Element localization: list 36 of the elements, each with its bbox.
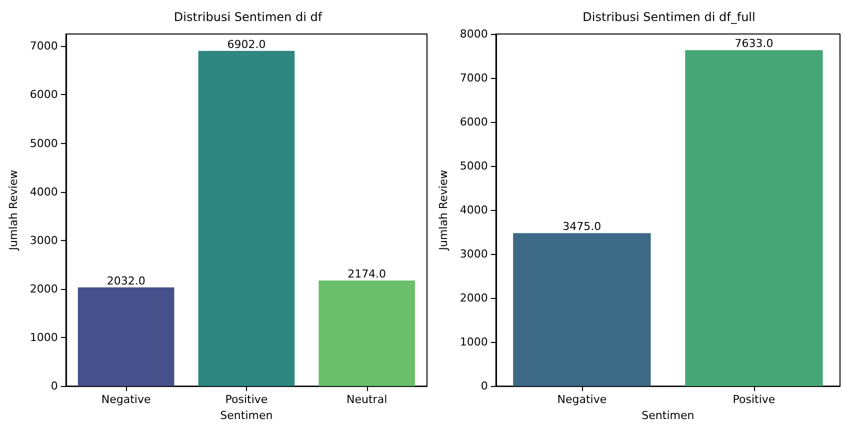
y-tick-label: 0	[50, 380, 58, 393]
y-tick-label: 0	[480, 380, 488, 393]
x-tick-label: Negative	[557, 393, 607, 406]
y-axis-title: Jumlah Review	[7, 170, 20, 252]
y-tick-label: 3000	[30, 234, 58, 247]
x-axis-title: Sentimen	[642, 409, 694, 422]
y-tick-label: 7000	[460, 72, 488, 85]
bar	[318, 280, 415, 386]
y-tick-label: 4000	[30, 185, 58, 198]
data-label: 7633.0	[734, 37, 774, 50]
y-axis-title: Jumlah Review	[437, 170, 450, 252]
x-axis-title: Sentimen	[220, 409, 273, 422]
chart-title: Distribusi Sentimen di df	[174, 10, 323, 24]
y-tick-label: 6000	[30, 88, 58, 102]
chart-title: Distribusi Sentimen di df_full	[582, 10, 756, 24]
y-tick-label: 3000	[460, 248, 488, 261]
data-label: 6902.0	[227, 38, 266, 51]
y-tick-label: 7000	[30, 40, 58, 53]
bar	[78, 287, 174, 386]
y-tick-label: 1000	[30, 331, 58, 344]
x-tick-label: Negative	[101, 393, 151, 406]
x-tick-label: Neutral	[346, 393, 388, 406]
y-tick-label: 8000	[460, 28, 488, 40]
y-tick-label: 2000	[460, 292, 488, 305]
y-tick-label: 5000	[30, 136, 58, 150]
y-tick-label: 5000	[460, 160, 488, 173]
bar	[198, 50, 295, 386]
data-label: 2032.0	[106, 274, 146, 288]
data-label: 3475.0	[562, 220, 602, 234]
y-tick-label: 4000	[460, 204, 488, 217]
x-tick-label: Positive	[732, 393, 776, 406]
data-label: 2174.0	[348, 268, 386, 281]
y-tick-label: 1000	[460, 336, 488, 349]
y-tick-label: 6000	[460, 116, 488, 129]
x-tick-label: Positive	[225, 393, 268, 406]
y-tick-label: 2000	[30, 282, 58, 296]
